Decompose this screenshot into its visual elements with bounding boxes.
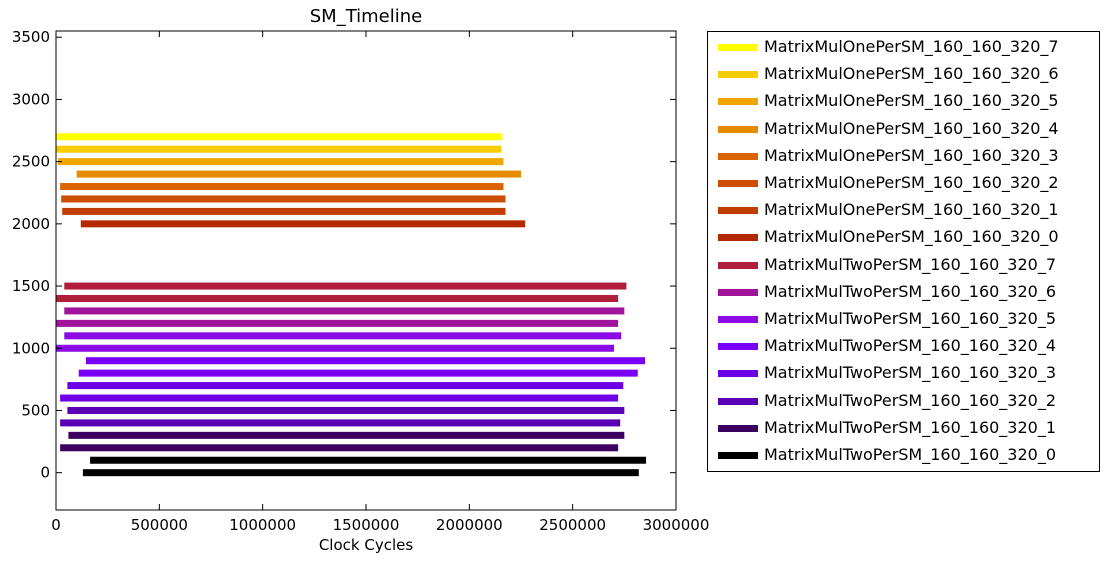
timeline-bar bbox=[61, 195, 506, 203]
chart-title: SM_Timeline bbox=[309, 6, 423, 27]
legend-item: MatrixMulOnePerSM_160_160_320_1 bbox=[708, 197, 1099, 224]
timeline-bar bbox=[56, 344, 614, 352]
legend-label: MatrixMulTwoPerSM_160_160_320_6 bbox=[764, 281, 1057, 301]
legend-label: MatrixMulOnePerSM_160_160_320_3 bbox=[764, 145, 1059, 165]
y-tick-label: 1000 bbox=[12, 339, 50, 357]
timeline-bar bbox=[56, 294, 619, 302]
timeline-bar bbox=[56, 145, 502, 153]
legend-label: MatrixMulTwoPerSM_160_160_320_3 bbox=[764, 363, 1057, 383]
timeline-bar bbox=[64, 332, 622, 340]
x-tick-label: 1000000 bbox=[229, 516, 296, 534]
legend-label: MatrixMulOnePerSM_160_160_320_4 bbox=[764, 118, 1059, 138]
legend-item: MatrixMulOnePerSM_160_160_320_6 bbox=[708, 61, 1099, 88]
x-tick-label: 3000000 bbox=[643, 516, 710, 534]
timeline-bar bbox=[82, 469, 639, 477]
legend-swatch bbox=[718, 397, 758, 405]
timeline-bar bbox=[64, 282, 627, 290]
timeline-bar bbox=[67, 382, 624, 390]
timeline-bar bbox=[85, 357, 645, 365]
legend-label: MatrixMulTwoPerSM_160_160_320_2 bbox=[764, 390, 1057, 410]
legend-label: MatrixMulOnePerSM_160_160_320_1 bbox=[764, 200, 1059, 220]
timeline-bar bbox=[58, 158, 504, 166]
legend-item: MatrixMulTwoPerSM_160_160_320_3 bbox=[708, 360, 1099, 387]
x-tick-label: 0 bbox=[51, 516, 61, 534]
timeline-bar bbox=[90, 456, 647, 464]
legend-item: MatrixMulOnePerSM_160_160_320_4 bbox=[708, 116, 1099, 143]
timeline-bar bbox=[62, 207, 506, 215]
y-tick-label: 0 bbox=[40, 464, 50, 482]
legend-swatch bbox=[718, 71, 758, 79]
legend-swatch bbox=[718, 234, 758, 242]
legend-item: MatrixMulTwoPerSM_160_160_320_1 bbox=[708, 415, 1099, 442]
legend-label: MatrixMulOnePerSM_160_160_320_2 bbox=[764, 173, 1059, 192]
legend-swatch bbox=[718, 370, 758, 378]
y-tick-label: 2500 bbox=[12, 153, 50, 171]
timeline-bar bbox=[56, 133, 503, 141]
x-tick-label: 1500000 bbox=[333, 516, 400, 534]
timeline-bar bbox=[60, 183, 504, 191]
legend-swatch bbox=[718, 98, 758, 106]
timeline-bar bbox=[67, 406, 625, 414]
legend-swatch bbox=[718, 180, 758, 187]
legend-swatch bbox=[718, 452, 758, 459]
y-tick-label: 3000 bbox=[12, 90, 50, 108]
x-tick-label: 2000000 bbox=[436, 516, 503, 534]
legend-item: MatrixMulTwoPerSM_160_160_320_6 bbox=[708, 279, 1099, 306]
timeline-bar bbox=[76, 170, 522, 178]
legend-swatch bbox=[718, 288, 758, 296]
legend-swatch bbox=[718, 316, 758, 323]
legend-label: MatrixMulTwoPerSM_160_160_320_5 bbox=[764, 309, 1057, 328]
y-tick-label: 500 bbox=[21, 401, 50, 419]
legend-label: MatrixMulTwoPerSM_160_160_320_1 bbox=[764, 417, 1057, 437]
x-tick-label: 500000 bbox=[131, 516, 188, 534]
legend-item: MatrixMulOnePerSM_160_160_320_5 bbox=[708, 88, 1099, 115]
y-tick-label: 1500 bbox=[12, 277, 50, 295]
legend-swatch bbox=[718, 207, 758, 215]
timeline-bar bbox=[60, 419, 621, 427]
legend-label: MatrixMulTwoPerSM_160_160_320_0 bbox=[764, 445, 1057, 464]
timeline-bar bbox=[68, 431, 625, 439]
legend-swatch bbox=[718, 424, 758, 432]
legend-item: MatrixMulTwoPerSM_160_160_320_2 bbox=[708, 388, 1099, 415]
legend-item: MatrixMulTwoPerSM_160_160_320_4 bbox=[708, 333, 1099, 360]
legend-label: MatrixMulOnePerSM_160_160_320_6 bbox=[764, 64, 1059, 84]
legend-swatch bbox=[718, 152, 758, 160]
legend-swatch bbox=[718, 343, 758, 351]
legend-label: MatrixMulOnePerSM_160_160_320_5 bbox=[764, 91, 1059, 111]
legend-item: MatrixMulOnePerSM_160_160_320_0 bbox=[708, 224, 1099, 251]
legend-item: MatrixMulOnePerSM_160_160_320_3 bbox=[708, 143, 1099, 170]
legend-label: MatrixMulTwoPerSM_160_160_320_4 bbox=[764, 336, 1057, 356]
timeline-bar bbox=[56, 319, 619, 327]
x-axis-label: Clock Cycles bbox=[318, 536, 414, 554]
x-tick-label: 2500000 bbox=[539, 516, 606, 534]
legend-swatch bbox=[718, 261, 758, 269]
legend-item: MatrixMulTwoPerSM_160_160_320_7 bbox=[708, 252, 1099, 279]
legend-item: MatrixMulTwoPerSM_160_160_320_5 bbox=[708, 306, 1099, 333]
legend-swatch bbox=[718, 125, 758, 133]
timeline-bar bbox=[78, 369, 638, 377]
legend-label: MatrixMulOnePerSM_160_160_320_7 bbox=[764, 37, 1059, 56]
timeline-bar bbox=[80, 220, 526, 228]
timeline-bar bbox=[64, 307, 625, 315]
legend-label: MatrixMulOnePerSM_160_160_320_0 bbox=[764, 227, 1059, 247]
legend-item: MatrixMulTwoPerSM_160_160_320_0 bbox=[708, 442, 1099, 469]
legend-swatch bbox=[718, 44, 758, 51]
legend-label: MatrixMulTwoPerSM_160_160_320_7 bbox=[764, 254, 1057, 274]
timeline-bar bbox=[60, 394, 619, 402]
legend: MatrixMulOnePerSM_160_160_320_7 MatrixMul… bbox=[707, 31, 1100, 472]
timeline-bar bbox=[60, 444, 619, 452]
y-tick-label: 3500 bbox=[12, 28, 50, 46]
legend-item: MatrixMulOnePerSM_160_160_320_7 bbox=[708, 34, 1099, 61]
y-tick-label: 2000 bbox=[12, 215, 50, 233]
legend-item: MatrixMulOnePerSM_160_160_320_2 bbox=[708, 170, 1099, 197]
